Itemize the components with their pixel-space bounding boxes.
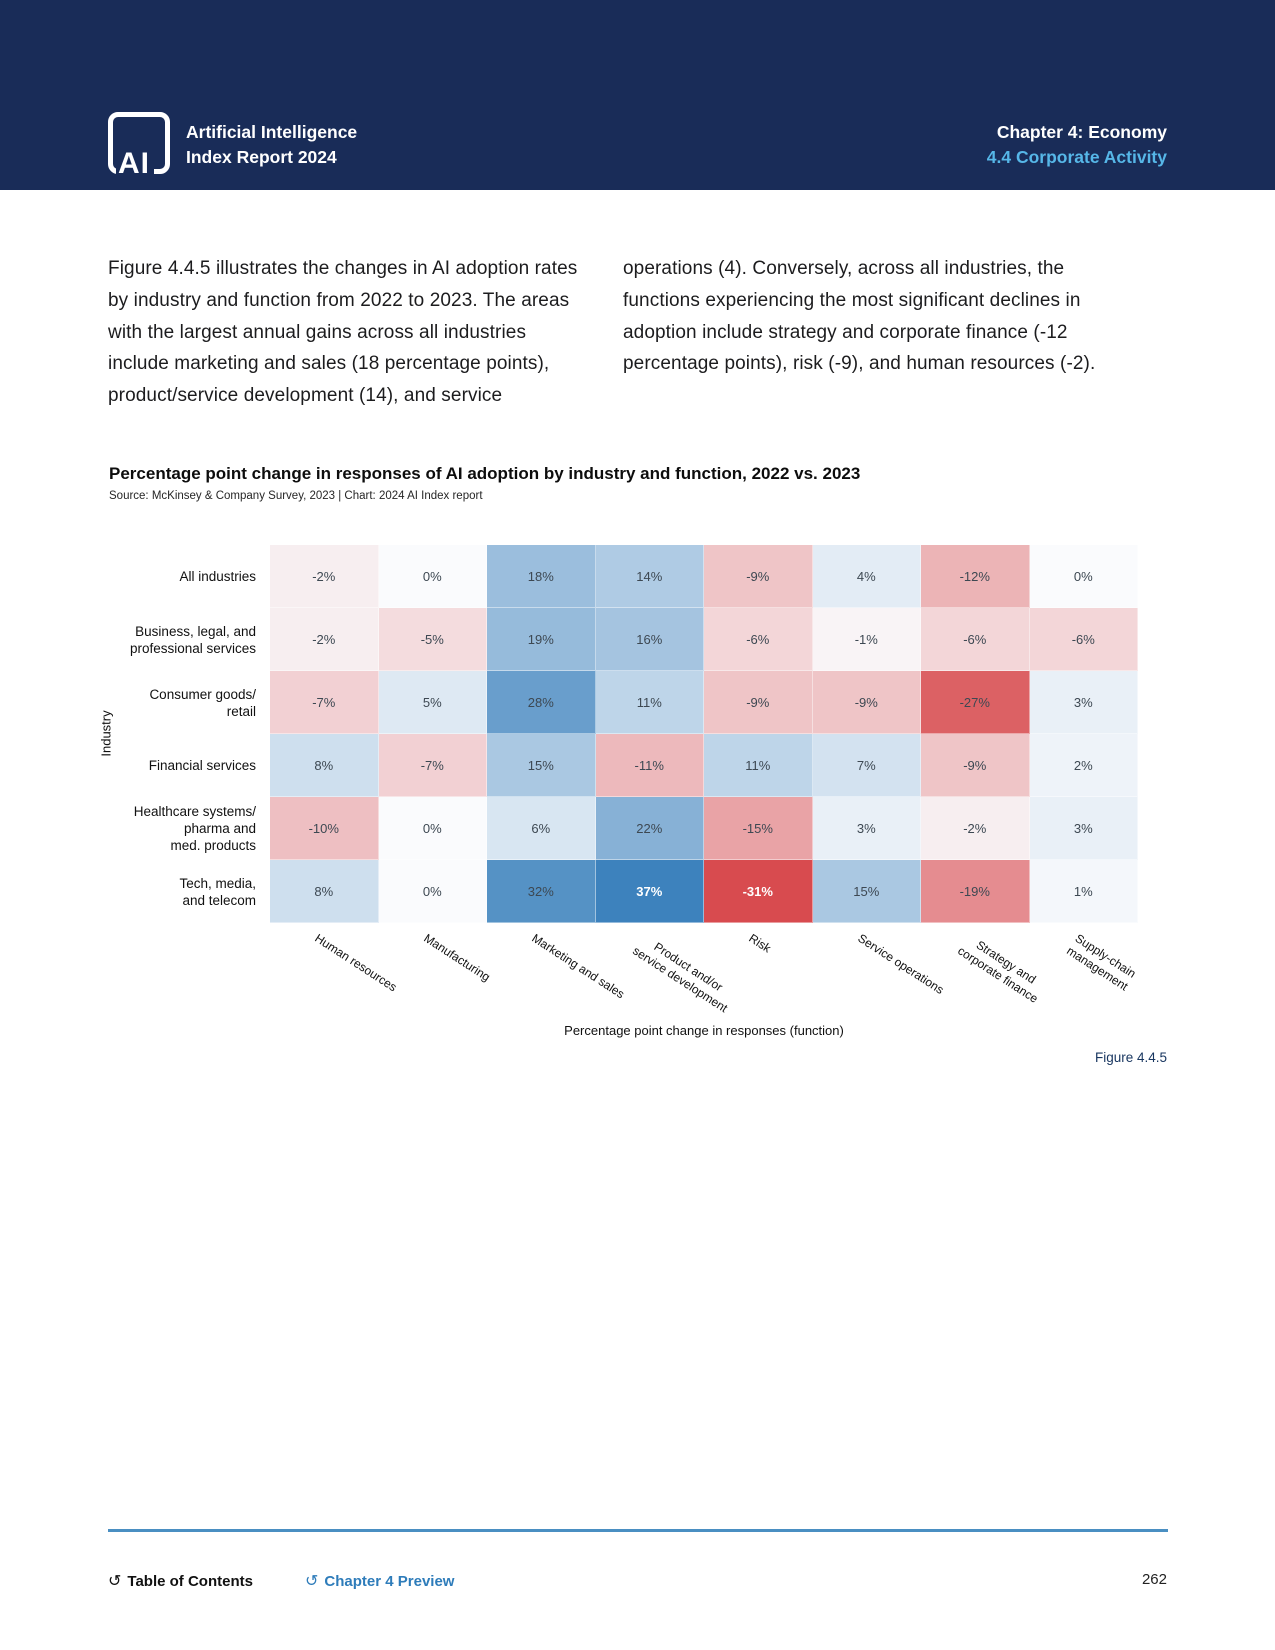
heatmap-cell: -10% bbox=[270, 797, 379, 860]
section-title: 4.4 Corporate Activity bbox=[986, 147, 1167, 167]
heatmap-cell: -5% bbox=[378, 608, 487, 671]
heatmap-cell: -7% bbox=[378, 734, 487, 797]
x-axis-labels: Human resources Manufacturing Marketing an… bbox=[108, 931, 1168, 1031]
heatmap-cell: 7% bbox=[812, 734, 921, 797]
heatmap-cell: 0% bbox=[378, 545, 487, 608]
heatmap-cell: 37% bbox=[595, 860, 704, 923]
heatmap-cell: 3% bbox=[1029, 671, 1138, 734]
row-label: Business, legal, and professional servic… bbox=[129, 623, 256, 656]
heatmap-cell: -19% bbox=[921, 860, 1030, 923]
chart-source: Source: McKinsey & Company Survey, 2023 … bbox=[109, 490, 483, 502]
row-label: Healthcare systems/ pharma and med. prod… bbox=[133, 804, 256, 853]
heatmap-cell: 32% bbox=[487, 860, 596, 923]
heatmap-cell: 5% bbox=[378, 671, 487, 734]
back-arrow-icon: ↺ bbox=[108, 1573, 122, 1590]
heatmap-cell: 6% bbox=[487, 797, 596, 860]
page-header: AI Artificial Intelligence Index Report … bbox=[0, 0, 1275, 190]
row-label: Tech, media, and telecom bbox=[179, 875, 256, 908]
footer-divider bbox=[108, 1529, 1168, 1532]
footer-link-table-of-contents[interactable]: ↺ Table of Contents bbox=[108, 1571, 253, 1591]
x-axis-title: Percentage point change in responses (fu… bbox=[564, 1023, 844, 1038]
ai-logo-text: AI bbox=[116, 147, 154, 181]
back-arrow-icon: ↺ bbox=[305, 1573, 319, 1590]
page-number: 262 bbox=[1141, 1571, 1167, 1588]
brand-title: Artificial Intelligence Index Report 202… bbox=[186, 120, 357, 170]
heatmap-cell: -2% bbox=[270, 545, 379, 608]
heatmap-cell: 2% bbox=[1029, 734, 1138, 797]
chart-title: Percentage point change in responses of … bbox=[109, 464, 861, 483]
brand-line-2: Index Report 2024 bbox=[186, 147, 337, 167]
heatmap-cell: -9% bbox=[812, 671, 921, 734]
heatmap-cell: 3% bbox=[812, 797, 921, 860]
heatmap-cell: -6% bbox=[921, 608, 1030, 671]
row-label: Consumer goods/ retail bbox=[149, 686, 256, 719]
body-paragraph-right: operations (4). Conversely, across all i… bbox=[623, 258, 1096, 375]
column-label: Marketing and sales bbox=[529, 931, 628, 1002]
heatmap-cell: 16% bbox=[595, 608, 704, 671]
heatmap-cell: -7% bbox=[270, 671, 379, 734]
heatmap-cell: 11% bbox=[595, 671, 704, 734]
heatmap-cell: 15% bbox=[812, 860, 921, 923]
footer-link-chapter-preview[interactable]: ↺ Chapter 4 Preview bbox=[305, 1571, 454, 1591]
heatmap-cell: 19% bbox=[487, 608, 596, 671]
heatmap-cell: 0% bbox=[1029, 545, 1138, 608]
heatmap-cell: 15% bbox=[487, 734, 596, 797]
heatmap-cell: -9% bbox=[921, 734, 1030, 797]
heatmap-cell: -6% bbox=[1029, 608, 1138, 671]
heatmap-cell: 3% bbox=[1029, 797, 1138, 860]
y-axis-label: Industry bbox=[98, 710, 114, 757]
heatmap-cell: -12% bbox=[921, 545, 1030, 608]
column-label: Service operations bbox=[854, 931, 946, 997]
heatmap-cell: 8% bbox=[270, 734, 379, 797]
figure-caption: Figure 4.4.5 bbox=[1094, 1050, 1167, 1065]
heatmap-cell: -9% bbox=[704, 671, 813, 734]
heatmap-cell: -2% bbox=[270, 608, 379, 671]
toc-link-label: Table of Contents bbox=[127, 1573, 253, 1590]
chapter-title: Chapter 4: Economy bbox=[996, 122, 1167, 142]
ai-index-logo: AI bbox=[108, 112, 170, 181]
heatmap-cell: 0% bbox=[378, 860, 487, 923]
heatmap-cell: -2% bbox=[921, 797, 1030, 860]
heatmap-cell: 8% bbox=[270, 860, 379, 923]
heatmap-cell: -9% bbox=[704, 545, 813, 608]
heatmap-cell: 22% bbox=[595, 797, 704, 860]
column-label: Strategy and corporate finance bbox=[955, 937, 1041, 1006]
heatmap-grid: All industries -2% 0% 18% 14% -9% 4% -12% 0% Busi… bbox=[108, 545, 1168, 923]
heatmap-cell: -11% bbox=[595, 734, 704, 797]
heatmap-cell: 1% bbox=[1029, 860, 1138, 923]
heatmap-cell: 11% bbox=[704, 734, 813, 797]
row-label: Financial services bbox=[148, 758, 256, 773]
column-label: Risk bbox=[746, 931, 774, 956]
row-label: All industries bbox=[179, 569, 256, 584]
heatmap-figure: Industry All industries -2% 0% 18% 14% -9% 4% -… bbox=[99, 545, 1168, 1038]
heatmap-cell: -6% bbox=[704, 608, 813, 671]
brand-line-1: Artificial Intelligence bbox=[186, 122, 358, 142]
column-label: Supply-chain management bbox=[1063, 931, 1138, 994]
heatmap-cell: 0% bbox=[378, 797, 487, 860]
header-chapter-block: Chapter 4: Economy 4.4 Corporate Activit… bbox=[987, 120, 1167, 170]
heatmap-cell: -1% bbox=[812, 608, 921, 671]
heatmap-cell: -15% bbox=[704, 797, 813, 860]
heatmap-cell: -31% bbox=[704, 860, 813, 923]
heatmap-cell: 14% bbox=[595, 545, 704, 608]
heatmap-cell: 4% bbox=[812, 545, 921, 608]
heatmap-cell: 28% bbox=[487, 671, 596, 734]
body-paragraph-left: Figure 4.4.5 illustrates the changes in … bbox=[108, 258, 578, 407]
heatmap-cell: -27% bbox=[921, 671, 1030, 734]
column-label: Manufacturing bbox=[420, 931, 493, 985]
heatmap-cell: 18% bbox=[487, 545, 596, 608]
preview-link-label: Chapter 4 Preview bbox=[324, 1573, 455, 1590]
column-label: Product and/or service development bbox=[629, 939, 730, 1016]
column-label: Human resources bbox=[312, 931, 400, 995]
